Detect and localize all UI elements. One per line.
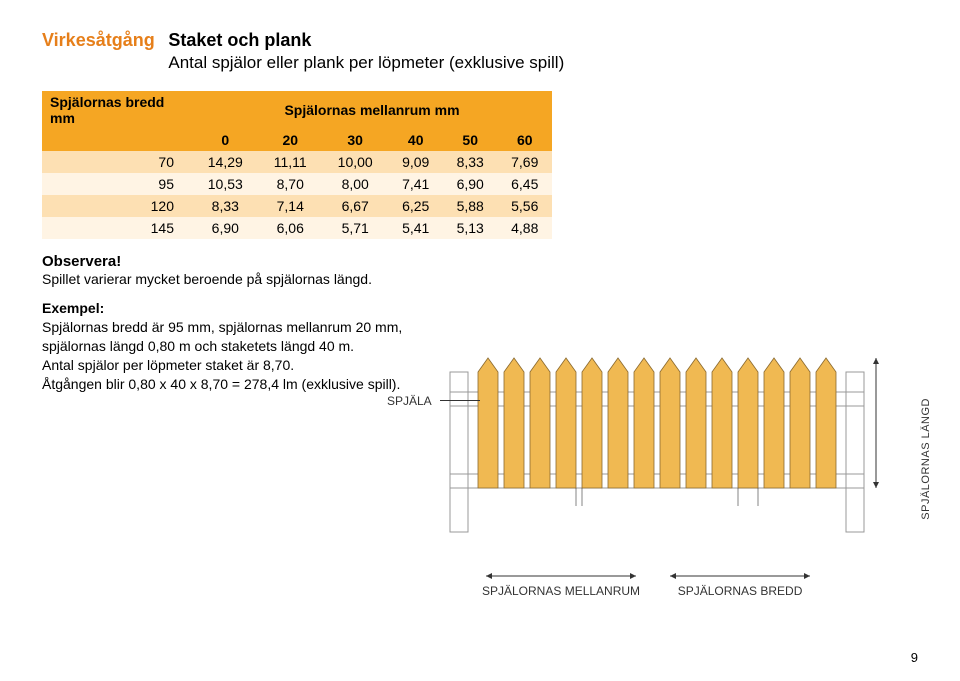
example-block: Exempel: Spjälornas bredd är 95 mm, spjä… <box>42 299 442 393</box>
col-3: 40 <box>388 129 443 151</box>
label-gap-wrap: SPJÄLORNAS MELLANRUM <box>482 570 640 598</box>
col-4: 50 <box>443 129 498 151</box>
label-spjala: SPJÄLA <box>387 394 432 408</box>
title-block: Virkesåtgång Staket och plank Antal spjä… <box>42 30 918 73</box>
bottom-labels: SPJÄLORNAS MELLANRUM SPJÄLORNAS BREDD <box>482 570 810 598</box>
title-main: Staket och plank <box>168 30 564 51</box>
obs-body: Spillet varierar mycket beroende på spjä… <box>42 271 918 287</box>
col-0: 0 <box>192 129 259 151</box>
row-h-2: 120 <box>42 195 192 217</box>
row-h-3: 145 <box>42 217 192 239</box>
col-1: 20 <box>259 129 322 151</box>
label-width: SPJÄLORNAS BREDD <box>678 584 803 598</box>
label-gap: SPJÄLORNAS MELLANRUM <box>482 584 640 598</box>
label-spjala-line <box>440 400 480 401</box>
example-l2: spjälornas längd 0,80 m och staketets lä… <box>42 337 442 356</box>
title-category: Virkesåtgång <box>42 30 165 51</box>
fence-diagram: SPJÄLA SPJÄLORNAS LÄNGD SPJÄLORNAS MELLA… <box>442 338 922 548</box>
col-header: Spjälornas mellanrum mm <box>192 91 552 129</box>
table-row: 70 14,2911,1110,009,098,337,69 <box>42 151 552 173</box>
example-l1: Spjälornas bredd är 95 mm, spjälornas me… <box>42 318 442 337</box>
col-ticks-row: 0 20 30 40 50 60 <box>42 129 552 151</box>
row-h-1: 95 <box>42 173 192 195</box>
col-5: 60 <box>497 129 552 151</box>
example-l3: Antal spjälor per löpmeter staket är 8,7… <box>42 356 442 375</box>
row-h-0: 70 <box>42 151 192 173</box>
page-number: 9 <box>911 650 918 665</box>
fence-svg <box>442 338 902 548</box>
obs-block: Observera! Spillet varierar mycket beroe… <box>42 253 918 287</box>
table-row: 145 6,906,065,715,415,134,88 <box>42 217 552 239</box>
title-main-wrap: Staket och plank Antal spjälor eller pla… <box>168 30 564 73</box>
data-table: Spjälornas bredd mm Spjälornas mellanrum… <box>42 91 552 239</box>
col-2: 30 <box>322 129 389 151</box>
example-title: Exempel: <box>42 299 442 318</box>
obs-title: Observera! <box>42 253 918 270</box>
title-sub: Antal spjälor eller plank per löpmeter (… <box>168 53 564 73</box>
table-row: 120 8,337,146,676,255,885,56 <box>42 195 552 217</box>
row-header: Spjälornas bredd mm <box>42 91 192 129</box>
table-row: 95 10,538,708,007,416,906,45 <box>42 173 552 195</box>
label-length: SPJÄLORNAS LÄNGD <box>920 398 932 520</box>
label-width-wrap: SPJÄLORNAS BREDD <box>670 570 810 598</box>
example-l4: Åtgången blir 0,80 x 40 x 8,70 = 278,4 l… <box>42 375 442 394</box>
